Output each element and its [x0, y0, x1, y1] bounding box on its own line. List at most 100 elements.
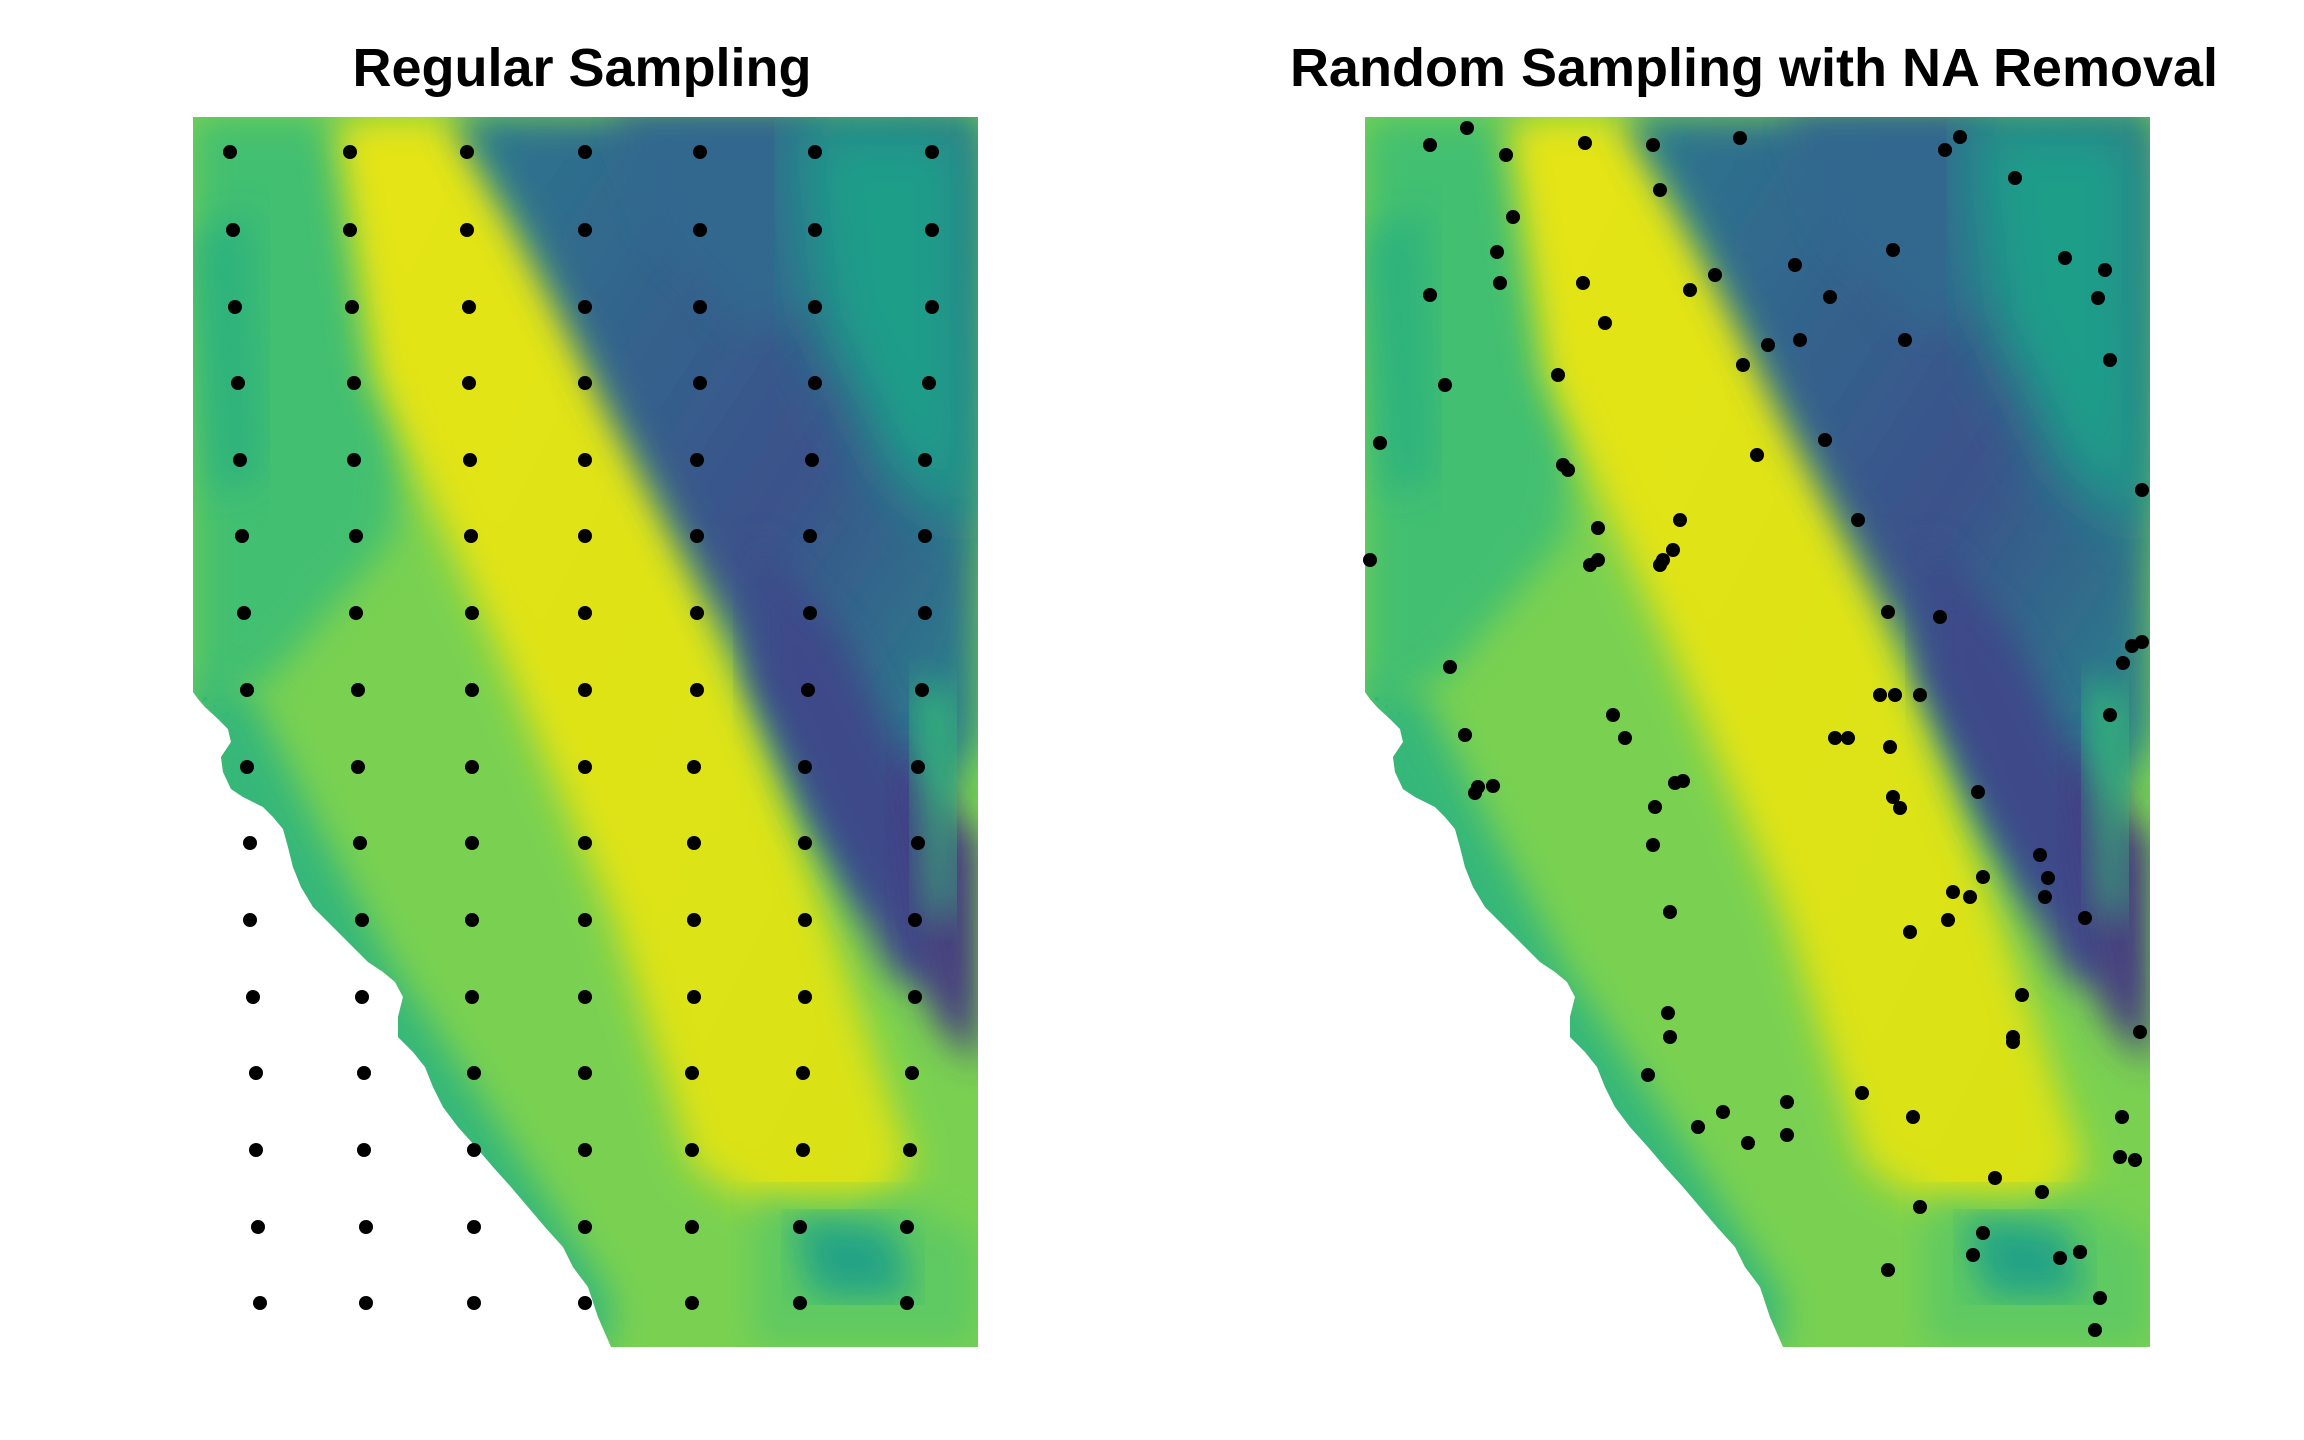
sample-point — [1976, 870, 1990, 884]
sample-point — [2088, 1323, 2102, 1337]
sample-point — [1888, 688, 1902, 702]
sample-point — [1673, 513, 1687, 527]
sample-point — [578, 913, 592, 927]
sample-point — [1946, 885, 1960, 899]
sample-point — [1486, 779, 1500, 793]
sample-point — [918, 606, 932, 620]
sample-point — [793, 1296, 807, 1310]
sample-point — [1646, 138, 1660, 152]
panel-title-regular: Regular Sampling — [352, 38, 811, 98]
sample-point — [347, 453, 361, 467]
sample-point — [578, 1143, 592, 1157]
island-marks — [203, 697, 229, 715]
sample-point — [349, 606, 363, 620]
sample-point — [2113, 1150, 2127, 1164]
sample-point — [578, 606, 592, 620]
sample-point — [2078, 911, 2092, 925]
sample-point — [1938, 143, 1952, 157]
sample-point — [798, 836, 812, 850]
sample-point — [1886, 790, 1900, 804]
sample-point — [1591, 521, 1605, 535]
sample-point — [1953, 130, 1967, 144]
sample-point — [1661, 1006, 1675, 1020]
sample-point — [808, 300, 822, 314]
sample-point — [693, 376, 707, 390]
sample-point — [231, 376, 245, 390]
sample-point — [915, 683, 929, 697]
sample-point — [233, 453, 247, 467]
sample-point — [1499, 148, 1513, 162]
sample-point — [1583, 558, 1597, 572]
sample-point — [2098, 263, 2112, 277]
sample-point — [1648, 800, 1662, 814]
sample-point — [1458, 728, 1472, 742]
sample-point — [1506, 210, 1520, 224]
sample-point — [1828, 731, 1842, 745]
sample-point — [2073, 1245, 2087, 1259]
sample-point — [223, 145, 237, 159]
sample-point — [467, 1143, 481, 1157]
sample-point — [2015, 988, 2029, 1002]
sample-points-regular — [223, 145, 939, 1310]
sample-point — [1750, 448, 1764, 462]
sample-point — [1818, 433, 1832, 447]
sample-point — [578, 1066, 592, 1080]
sample-point — [249, 1066, 263, 1080]
sample-point — [922, 376, 936, 390]
sample-point — [905, 1066, 919, 1080]
sample-point — [1598, 316, 1612, 330]
sample-point — [1676, 774, 1690, 788]
sample-point — [464, 529, 478, 543]
sample-point — [240, 760, 254, 774]
sample-point — [355, 990, 369, 1004]
sample-point — [467, 1220, 481, 1234]
sample-point — [1933, 610, 1947, 624]
sample-point — [2035, 1185, 2049, 1199]
sample-point — [355, 913, 369, 927]
sample-point — [1551, 368, 1565, 382]
sample-point — [246, 990, 260, 1004]
sample-point — [918, 529, 932, 543]
sample-point — [1823, 290, 1837, 304]
sample-point — [796, 1143, 810, 1157]
sample-point — [925, 300, 939, 314]
sample-point — [685, 1220, 699, 1234]
sample-point — [1913, 1200, 1927, 1214]
sample-point — [690, 453, 704, 467]
sample-point — [578, 1220, 592, 1234]
sample-point — [1663, 1030, 1677, 1044]
sample-point — [2006, 1035, 2020, 1049]
sample-point — [357, 1066, 371, 1080]
sample-point — [685, 1066, 699, 1080]
sample-point — [1490, 245, 1504, 259]
sample-point — [925, 223, 939, 237]
sample-point — [2041, 871, 2055, 885]
sample-point — [687, 990, 701, 1004]
sample-point — [803, 529, 817, 543]
sample-point — [1468, 786, 1482, 800]
sample-point — [1561, 463, 1575, 477]
sample-point — [465, 990, 479, 1004]
sample-point — [359, 1220, 373, 1234]
sample-point — [808, 376, 822, 390]
sample-point — [918, 453, 932, 467]
sample-point — [1606, 708, 1620, 722]
sample-point — [693, 145, 707, 159]
sample-point — [1493, 276, 1507, 290]
sample-point — [808, 223, 822, 237]
sample-point — [578, 300, 592, 314]
sample-point — [1913, 688, 1927, 702]
sample-point — [465, 683, 479, 697]
sample-points-random — [1363, 121, 2149, 1337]
sample-point — [2103, 353, 2117, 367]
sample-point — [1893, 801, 1907, 815]
sample-point — [1881, 605, 1895, 619]
sample-point — [801, 683, 815, 697]
sample-point — [693, 300, 707, 314]
sample-point — [1841, 731, 1855, 745]
sample-point — [467, 1066, 481, 1080]
sample-point — [1881, 1263, 1895, 1277]
sample-point — [349, 529, 363, 543]
sample-point — [460, 145, 474, 159]
